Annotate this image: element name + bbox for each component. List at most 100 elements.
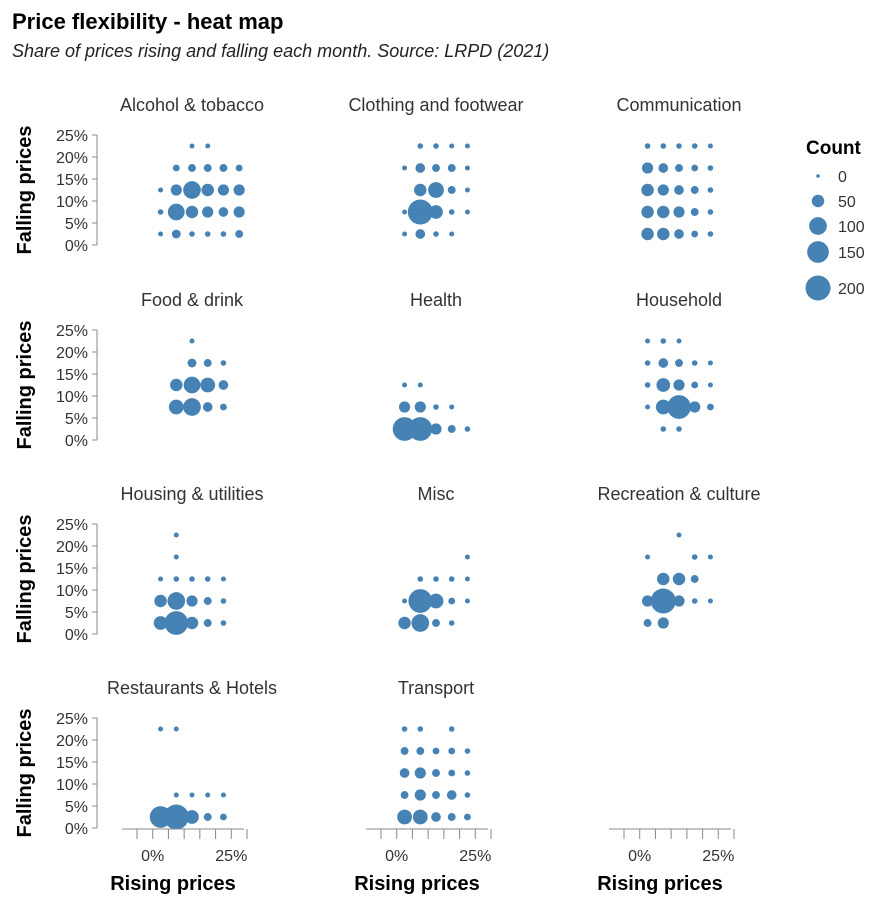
y-tick-label: 0% <box>65 238 88 255</box>
bubble <box>656 378 671 392</box>
bubble <box>414 183 427 197</box>
bubble <box>657 572 670 586</box>
panel-title: Alcohol & tobacco <box>120 95 264 115</box>
legend-symbol <box>807 241 829 263</box>
bubble <box>448 620 455 626</box>
bubble <box>402 382 408 388</box>
y-tick-label: 5% <box>65 799 88 816</box>
bubble <box>691 164 699 172</box>
y-axis: 0% 5% 10% 15% 20% 25% Falling prices <box>14 321 98 450</box>
bubble <box>408 417 433 441</box>
bubble <box>414 789 426 801</box>
bubble <box>158 726 164 732</box>
bubble <box>641 205 654 219</box>
bubble <box>428 593 444 609</box>
bubble <box>201 183 214 197</box>
bubble <box>432 619 440 627</box>
legend-item: 100 <box>809 217 865 236</box>
bubble <box>641 162 654 174</box>
bubble <box>433 231 439 237</box>
bubble <box>417 726 424 732</box>
bubble <box>204 231 211 237</box>
y-tick-label: 20% <box>56 150 88 167</box>
bubble <box>218 380 229 390</box>
bubble <box>401 726 408 732</box>
bubble <box>186 595 198 607</box>
bubble <box>657 184 669 196</box>
bubble <box>203 164 212 172</box>
size-legend: Count 0 50 100 150 200 <box>805 138 865 301</box>
bubble <box>158 576 164 582</box>
bubble <box>433 404 439 410</box>
bubble <box>657 227 670 241</box>
bubble <box>433 576 439 582</box>
bubble <box>448 576 455 582</box>
bubble <box>417 576 424 582</box>
y-axis-title: Falling prices <box>14 709 36 838</box>
bubble <box>707 187 714 193</box>
bubble <box>158 187 164 193</box>
legend-label: 150 <box>838 245 865 262</box>
bubble <box>464 554 470 560</box>
bubble <box>431 812 441 822</box>
bubble <box>691 230 699 238</box>
bubble <box>707 143 713 149</box>
bubble <box>464 792 471 798</box>
legend-symbol <box>811 194 825 208</box>
bubble <box>707 598 713 604</box>
bubble <box>173 576 180 582</box>
legend-label: 100 <box>838 219 865 236</box>
bubble <box>691 381 699 389</box>
legend-label: 50 <box>838 194 856 211</box>
bubble <box>158 231 164 237</box>
bubble <box>645 338 651 344</box>
bubble <box>189 576 195 582</box>
bubble <box>676 338 682 344</box>
legend-symbol <box>809 217 827 235</box>
y-tick-label: 10% <box>56 194 88 211</box>
bubble <box>691 143 698 149</box>
panel-food-drink: Food & drink <box>141 290 244 416</box>
bubble <box>173 532 179 538</box>
bubble <box>217 184 230 196</box>
bubble <box>673 206 685 218</box>
legend-item: 50 <box>811 194 856 211</box>
legend-symbol <box>816 174 820 178</box>
bubble <box>641 227 654 241</box>
bubble <box>415 229 426 239</box>
bubble <box>187 358 197 368</box>
y-axis: 0% 5% 10% 15% 20% 25% Falling prices <box>14 709 98 838</box>
bubble <box>675 359 683 367</box>
bubble <box>400 747 409 755</box>
bubble <box>154 594 167 608</box>
bubble <box>220 576 226 582</box>
y-tick-label: 15% <box>56 172 88 189</box>
bubble <box>691 360 698 366</box>
y-tick-label: 0% <box>65 821 88 838</box>
bubble <box>464 770 471 776</box>
bubble <box>233 206 245 218</box>
panel-title: Household <box>636 290 722 310</box>
bubble <box>645 554 651 560</box>
panel-health: Health <box>392 290 471 441</box>
panel-title: Misc <box>418 484 455 504</box>
bubble <box>433 143 439 149</box>
x-axis: 0% 25% Rising prices <box>597 828 735 895</box>
bubble <box>183 181 201 199</box>
bubble <box>657 617 669 629</box>
bubble <box>220 620 227 626</box>
bubble <box>464 598 470 604</box>
bubble <box>414 401 426 413</box>
x-tick-label: 25% <box>215 848 247 865</box>
bubble <box>164 611 189 635</box>
y-tick-label: 20% <box>56 733 88 750</box>
bubble <box>644 143 651 149</box>
y-tick-label: 15% <box>56 561 88 578</box>
bubble <box>707 231 714 237</box>
bubble <box>690 186 699 194</box>
bubble <box>220 598 227 604</box>
bubble <box>203 619 212 627</box>
bubble <box>464 187 470 193</box>
y-tick-label: 10% <box>56 389 88 406</box>
bubble <box>407 199 433 225</box>
